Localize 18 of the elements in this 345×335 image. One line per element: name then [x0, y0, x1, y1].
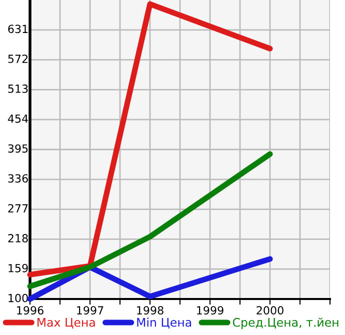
y-tick-label: 454: [8, 114, 28, 123]
y-tick-label: 631: [8, 24, 28, 34]
y-tick-label: 336: [8, 174, 28, 183]
legend-label: Min Цена: [137, 318, 192, 328]
x-tick-label: 1998: [137, 306, 164, 315]
x-tick-label: 1999: [197, 306, 224, 315]
y-tick-label: 100: [8, 294, 28, 302]
x-tick-label: 1997: [77, 306, 104, 315]
legend-label: Max Цена: [38, 318, 95, 328]
legend-label: Сред.Цена, т.йен: [232, 318, 338, 330]
x-tick-label: 2000: [256, 306, 284, 315]
y-tick-label: 572: [8, 54, 28, 64]
y-tick-label: 395: [8, 144, 28, 153]
y-tick-label: 218: [8, 234, 28, 242]
y-tick-label: 277: [8, 204, 28, 212]
y-tick-label: 159: [8, 264, 28, 272]
y-tick-label: 513: [8, 84, 28, 93]
x-tick-label: 1996: [17, 306, 44, 315]
